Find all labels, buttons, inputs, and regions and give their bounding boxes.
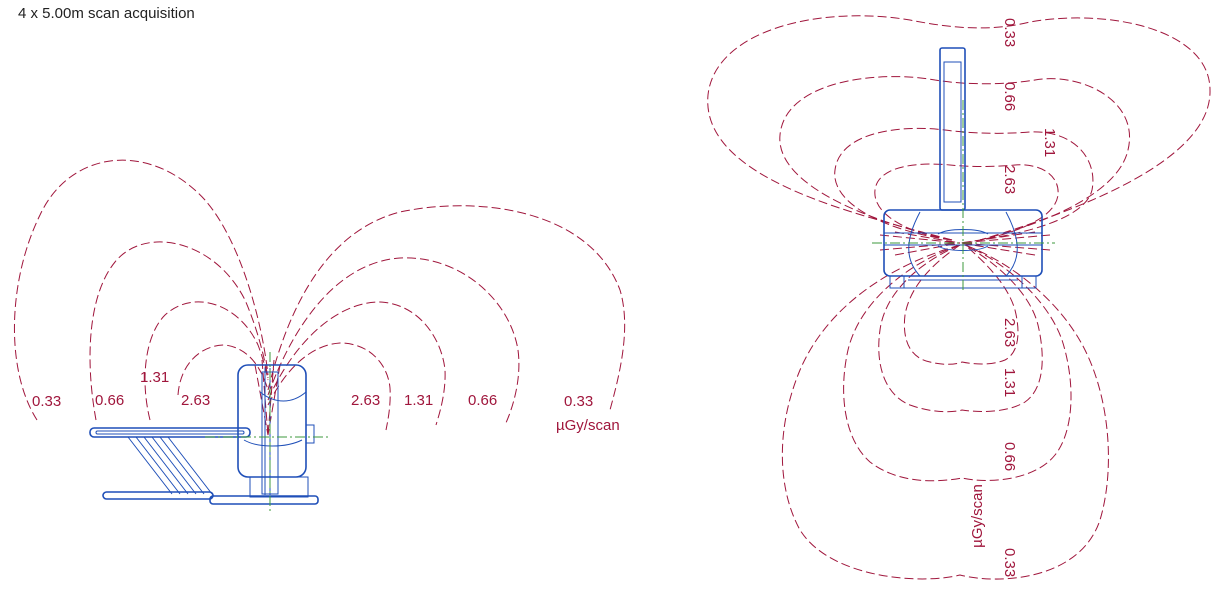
top-isodose-upper-0.66 [779,76,1131,241]
side-view: 0.33 0.66 1.31 2.63 2.63 1.31 0.66 0.33 … [13,159,626,512]
side-label-left-2: 0.66 [95,392,124,409]
top-view: 0.33 0.66 1.31 2.63 2.63 1.31 0.66 0.33 … [707,15,1211,580]
top-isodose-lower-2.63 [903,244,1019,365]
top-label-upper-3: 1.31 [1041,128,1058,157]
top-isodose-upper-0.33 [707,15,1211,241]
side-isodose-right-0.33 [267,205,626,411]
top-label-upper-2: 0.66 [1001,82,1018,111]
side-label-left-4: 2.63 [181,392,210,409]
side-isodose-left-0.66 [89,241,269,421]
top-isodose-upper-2.63 [874,163,1059,241]
top-isodose-upper-1.31 [834,127,1094,241]
side-label-left-1: 0.33 [32,393,61,410]
side-label-right-2: 1.31 [404,392,433,409]
side-label-right-4: 0.33 [564,393,593,410]
side-label-right-3: 0.66 [468,392,497,409]
top-label-lower-3: 0.66 [1001,442,1018,471]
side-isodose-left-2.63 [177,344,269,396]
top-label-upper-1: 0.33 [1001,18,1018,47]
side-isodose-left-0.33 [13,159,269,421]
top-isodose-lower-1.31 [878,244,1043,413]
side-isodose-right-0.66 [267,257,520,426]
top-label-lower-4: 0.33 [1001,548,1018,577]
side-isodose-right-2.63 [267,342,391,431]
side-label-right-1: 2.63 [351,392,380,409]
page-title: 4 x 5.00m scan acquisition [18,5,195,22]
top-unit-label: µGy/scan [969,484,986,548]
top-isodose-lower-0.66 [843,244,1072,482]
top-label-upper-4: 2.63 [1001,165,1018,194]
side-isodose-right-1.31 [267,301,446,426]
top-label-lower-1: 2.63 [1001,318,1018,347]
top-isodose-lower-0.33 [781,244,1109,580]
side-equipment [89,364,319,505]
top-label-lower-2: 1.31 [1001,368,1018,397]
side-label-left-3: 1.31 [140,369,169,386]
side-isodose-left-1.31 [144,301,269,421]
side-unit-label: µGy/scan [556,417,620,434]
top-beam-lines [879,231,1051,256]
